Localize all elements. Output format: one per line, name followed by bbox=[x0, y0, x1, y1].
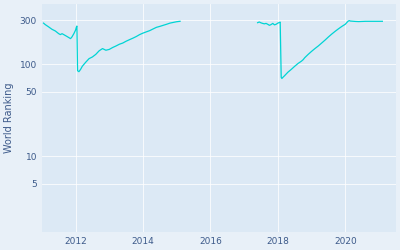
Y-axis label: World Ranking: World Ranking bbox=[4, 83, 14, 153]
